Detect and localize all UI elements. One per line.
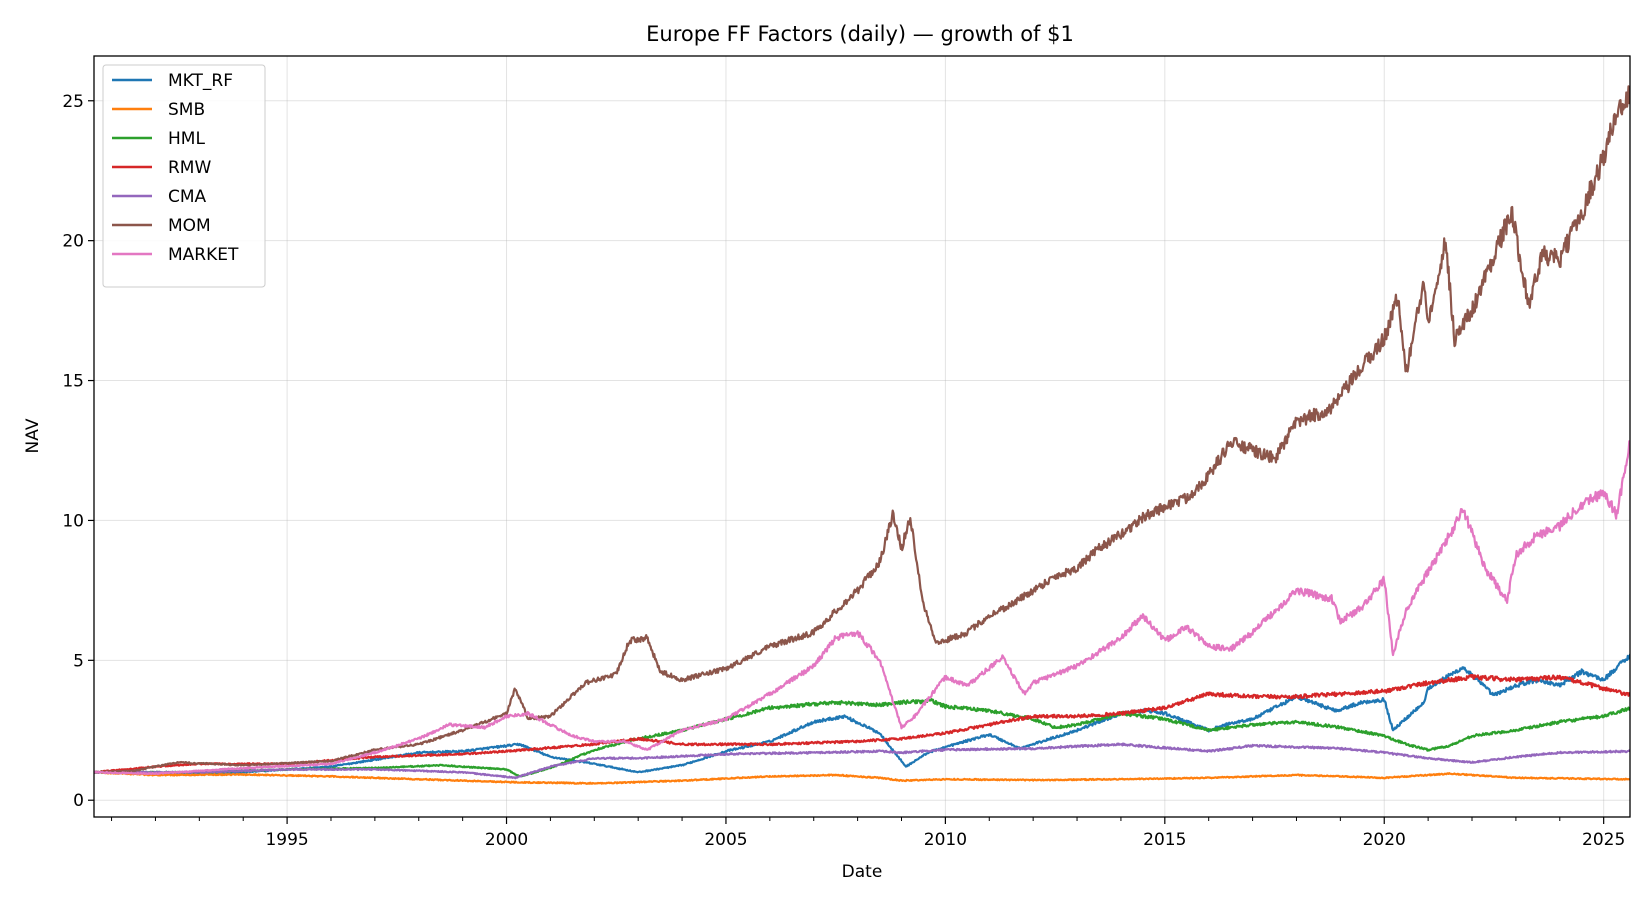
series-line-market [94, 440, 1630, 776]
y-tick-label: 20 [62, 232, 84, 252]
x-tick-label: 2020 [1363, 830, 1406, 850]
legend-box [102, 64, 266, 288]
legend-label: HML [168, 129, 205, 149]
series-line-cma [94, 742, 1630, 780]
series-line-smb [94, 770, 1630, 785]
x-tick-label: 2010 [924, 830, 967, 850]
legend-label: MARKET [168, 245, 239, 265]
series-line-mkt-rf [94, 653, 1630, 776]
legend-label: CMA [168, 187, 207, 207]
legend-label: MKT_RF [168, 71, 233, 91]
y-tick-label: 5 [73, 651, 84, 671]
legend-label: MOM [168, 216, 211, 236]
x-tick-label: 1995 [265, 830, 308, 850]
y-tick-label: 25 [62, 92, 84, 112]
legend-label: RMW [168, 158, 211, 178]
legend: MKT_RF SMB HML RMW CMA MOM MARKET [102, 64, 266, 288]
series-layer [94, 85, 1630, 785]
grid-lines [94, 56, 1630, 817]
plot-area-frame [93, 55, 1631, 818]
x-tick-label: 2015 [1143, 830, 1186, 850]
x-tick-label: 2000 [485, 830, 528, 850]
y-axis-label: NAV [23, 418, 43, 453]
x-tick-label: 2025 [1582, 830, 1625, 850]
legend-label: SMB [168, 100, 205, 120]
x-tick-label: 2005 [704, 830, 747, 850]
x-axis-label: Date [842, 862, 883, 882]
x-axis: 1995 2000 2005 2010 2015 2020 2025 [111, 817, 1625, 850]
y-tick-label: 15 [62, 372, 84, 392]
chart-title: Europe FF Factors (daily) — growth of $1 [646, 22, 1074, 46]
y-tick-label: 10 [62, 511, 84, 531]
series-line-mom [94, 85, 1630, 774]
y-tick-label: 0 [73, 791, 84, 811]
y-axis: 0 5 10 15 20 25 [62, 92, 94, 811]
